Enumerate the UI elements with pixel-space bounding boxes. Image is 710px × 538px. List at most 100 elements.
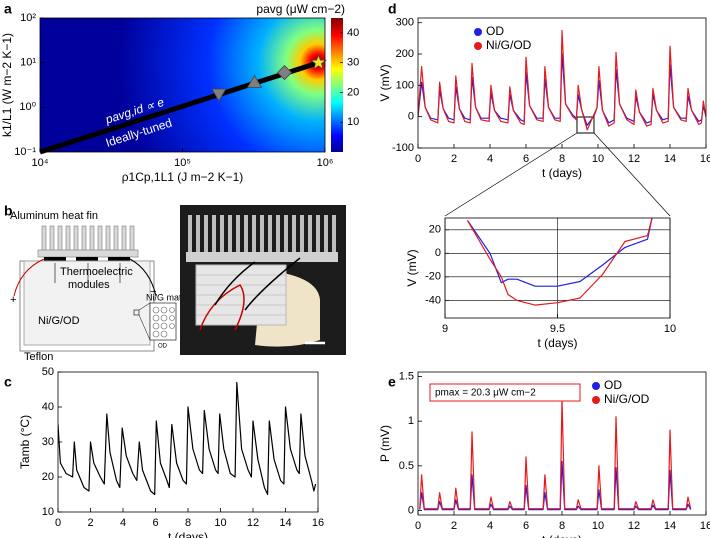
series-line bbox=[419, 398, 692, 510]
colorbar-tick-label: 20 bbox=[347, 86, 359, 98]
panel-label: c bbox=[4, 374, 12, 390]
x-axis-label: t (days) bbox=[537, 336, 577, 350]
x-tick-label: 14 bbox=[664, 520, 676, 532]
x-tick-label: 4 bbox=[487, 520, 493, 532]
legend-marker bbox=[592, 382, 600, 390]
x-tick-label: 10 bbox=[592, 153, 604, 165]
y-tick-label: 1 bbox=[408, 415, 414, 427]
y-tick-label: 0 bbox=[435, 247, 441, 259]
diagram-label: OD bbox=[158, 344, 168, 350]
y-tick-label: 20 bbox=[429, 224, 441, 236]
x-tick-label: 14 bbox=[664, 153, 676, 165]
series-line bbox=[418, 53, 706, 126]
series-line bbox=[418, 29, 706, 131]
x-tick-label: 10⁵ bbox=[174, 157, 191, 169]
x-tick-label: 8 bbox=[559, 520, 565, 532]
x-tick-label: 6 bbox=[152, 517, 158, 529]
y-axis-label: V (mV) bbox=[405, 249, 419, 286]
zoom-connector bbox=[444, 116, 671, 217]
x-tick-label: 8 bbox=[559, 153, 565, 165]
legend-marker bbox=[592, 396, 600, 404]
y-tick-label: -100 bbox=[392, 142, 414, 154]
y-tick-label: 50 bbox=[42, 366, 54, 378]
marker bbox=[276, 65, 293, 81]
x-tick-label: 12 bbox=[247, 517, 259, 529]
y-tick-label: -20 bbox=[425, 271, 441, 283]
x-tick-label: 0 bbox=[415, 520, 421, 532]
x-tick-label: 10⁶ bbox=[317, 157, 334, 169]
x-tick-label: 10 bbox=[592, 520, 604, 532]
x-tick-label: 4 bbox=[120, 517, 126, 529]
panel-label: b bbox=[4, 203, 13, 219]
diagram-label: modules bbox=[68, 279, 110, 291]
x-tick-label: 6 bbox=[523, 520, 529, 532]
diagram-label: − bbox=[150, 286, 156, 298]
y-tick-label: -40 bbox=[425, 294, 441, 306]
x-tick-label: 16 bbox=[700, 520, 710, 532]
plot-frame bbox=[57, 371, 319, 513]
legend-marker bbox=[474, 42, 482, 50]
x-tick-label: 2 bbox=[451, 520, 457, 532]
series-line bbox=[58, 381, 317, 496]
colorbar-tick-label: 30 bbox=[347, 57, 359, 69]
y-axis-label: Tamb (°C) bbox=[18, 415, 32, 469]
diagram-label: Ni/G/OD bbox=[38, 315, 80, 327]
legend-label: Ni/G/OD bbox=[604, 392, 650, 406]
legend-label: Ni/G/OD bbox=[486, 38, 532, 52]
series-line bbox=[467, 218, 653, 287]
annotation-box bbox=[429, 383, 581, 402]
colorbar-label: pavg (μW cm−2) bbox=[256, 2, 345, 16]
x-tick-label: 4 bbox=[487, 153, 493, 165]
x-tick-label: 2 bbox=[451, 153, 457, 165]
legend-marker bbox=[474, 28, 482, 36]
marker bbox=[211, 88, 227, 102]
x-tick-label: 0 bbox=[415, 153, 421, 165]
series-line bbox=[39, 60, 320, 155]
legend-label: OD bbox=[486, 24, 504, 38]
annotation: pmax = 20.3 μW cm−2 bbox=[435, 388, 536, 399]
heatmap bbox=[40, 18, 325, 152]
x-tick-label: 16 bbox=[700, 153, 710, 165]
y-tick-label: 0.5 bbox=[399, 460, 414, 472]
x-tick-label: 10 bbox=[214, 517, 226, 529]
panel-label: a bbox=[4, 1, 12, 17]
x-axis-label: t (days) bbox=[542, 166, 582, 180]
x-axis-label: t (days) bbox=[168, 530, 208, 538]
y-tick-label: 40 bbox=[42, 401, 54, 413]
marker bbox=[310, 53, 327, 70]
y-tick-label: 30 bbox=[42, 436, 54, 448]
x-tick-label: 12 bbox=[628, 520, 640, 532]
diagram-label: Aluminum heat fin bbox=[10, 210, 98, 222]
diagram-label: + bbox=[10, 294, 16, 306]
panel-label: e bbox=[388, 374, 396, 390]
schematic: Aluminum heat fin Thermoelectric modules… bbox=[10, 210, 192, 363]
diagram-label: Thermoelectric bbox=[60, 266, 133, 278]
y-axis-label: k1/L1 (W m−2 K−1) bbox=[0, 33, 14, 137]
y-axis-label: V (mV) bbox=[378, 64, 392, 101]
x-tick-label: 16 bbox=[312, 517, 324, 529]
colorbar-tick-label: 10 bbox=[347, 116, 359, 128]
diagram-label: Ni/G matrix bbox=[146, 292, 192, 302]
colorbar bbox=[331, 18, 343, 152]
y-tick-label: 0 bbox=[408, 504, 414, 516]
y-tick-label: 1.5 bbox=[399, 370, 414, 382]
x-axis-label: ρ1Cp,1L1 (J m−2 K−1) bbox=[122, 170, 244, 184]
colorbar-tick-label: 40 bbox=[347, 27, 359, 39]
y-tick-label: 20 bbox=[42, 471, 54, 483]
y-axis-label: P (mV) bbox=[378, 425, 392, 462]
y-tick-label: 100 bbox=[396, 79, 414, 91]
x-axis-label: t (days) bbox=[542, 533, 582, 538]
y-tick-label: 10¹ bbox=[20, 57, 36, 69]
y-tick-label: 10² bbox=[20, 12, 36, 24]
diagram-label: Teflon bbox=[24, 351, 53, 363]
x-tick-label: 12 bbox=[628, 153, 640, 165]
x-tick-label: 2 bbox=[87, 517, 93, 529]
y-tick-label: 10⁰ bbox=[19, 101, 36, 113]
marker bbox=[246, 74, 263, 88]
x-tick-label: 10 bbox=[664, 323, 676, 335]
panel-label: d bbox=[388, 1, 397, 17]
x-tick-label: 9 bbox=[442, 323, 448, 335]
x-tick-label: 6 bbox=[523, 153, 529, 165]
y-tick-label: 0 bbox=[408, 111, 414, 123]
